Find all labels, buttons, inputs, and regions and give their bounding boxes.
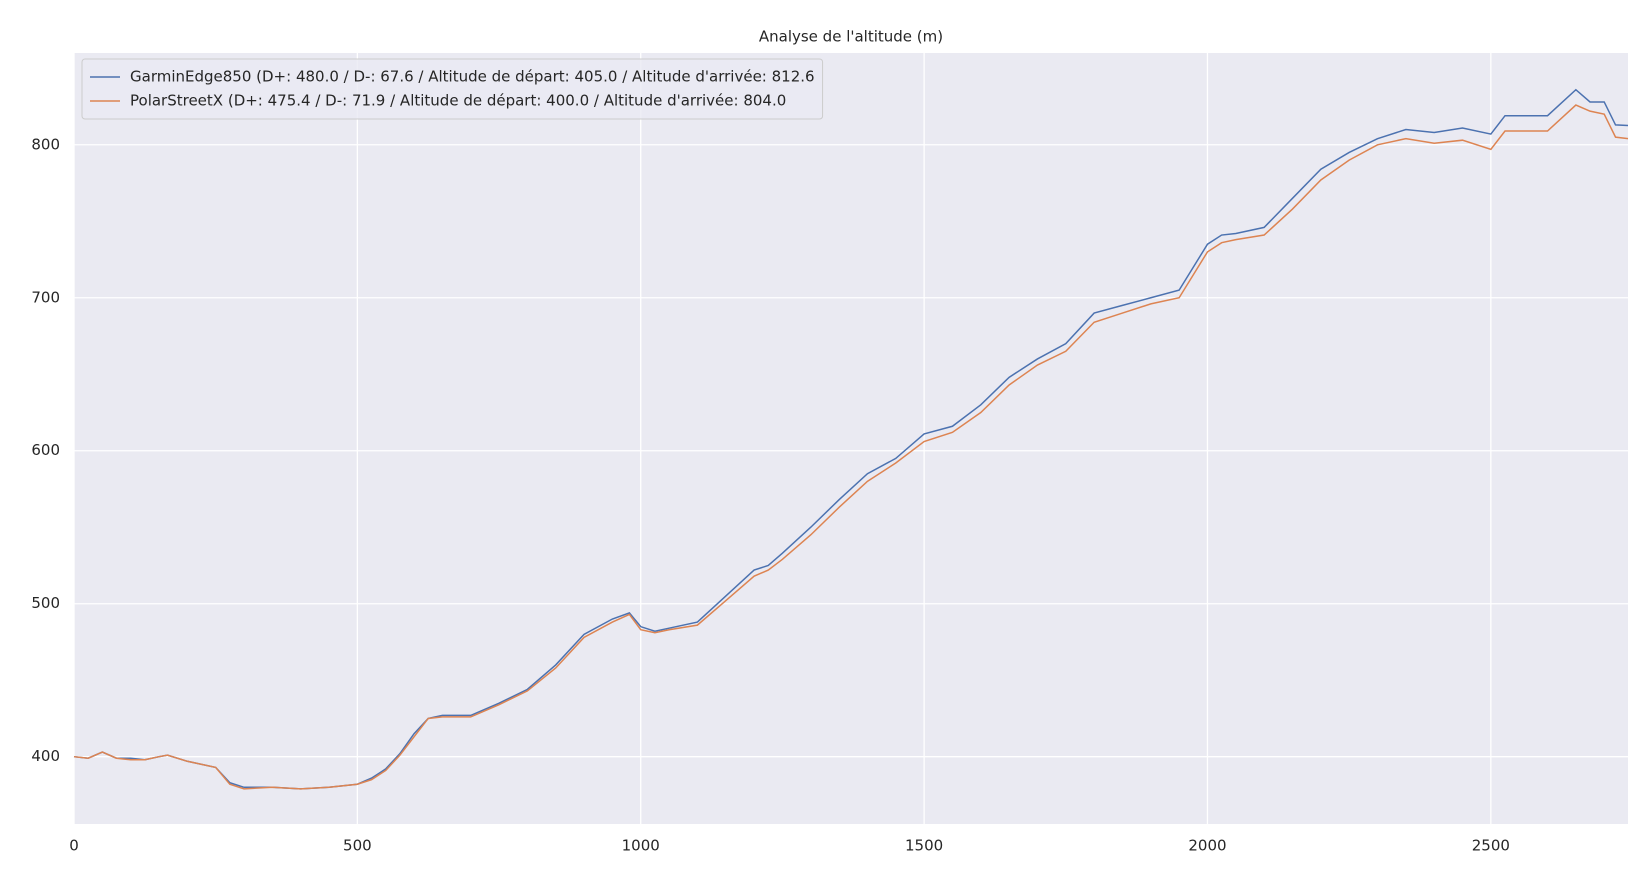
legend-label: GarminEdge850 (D+: 480.0 / D-: 67.6 / Al… — [130, 68, 815, 86]
x-tick-label: 2000 — [1188, 837, 1226, 855]
x-tick-label: 0 — [69, 837, 79, 855]
legend: GarminEdge850 (D+: 480.0 / D-: 67.6 / Al… — [81, 58, 824, 120]
y-tick-label: 400 — [31, 747, 60, 765]
x-tick-label: 1000 — [622, 837, 660, 855]
x-tick-label: 1500 — [905, 837, 943, 855]
y-tick-label: 800 — [31, 135, 60, 153]
legend-label: PolarStreetX (D+: 475.4 / D-: 71.9 / Alt… — [130, 92, 786, 110]
y-tick-label: 700 — [31, 288, 60, 306]
chart-title: Analyse de l'altitude (m) — [759, 28, 943, 46]
legend-box — [81, 58, 824, 120]
line-series — [73, 104, 1629, 790]
x-tick-label: 2500 — [1472, 837, 1510, 855]
line-series — [73, 88, 1629, 790]
plot-area — [74, 53, 1628, 824]
y-tick-label: 600 — [31, 441, 60, 459]
y-tick-label: 500 — [31, 594, 60, 612]
x-tick-label: 500 — [343, 837, 372, 855]
